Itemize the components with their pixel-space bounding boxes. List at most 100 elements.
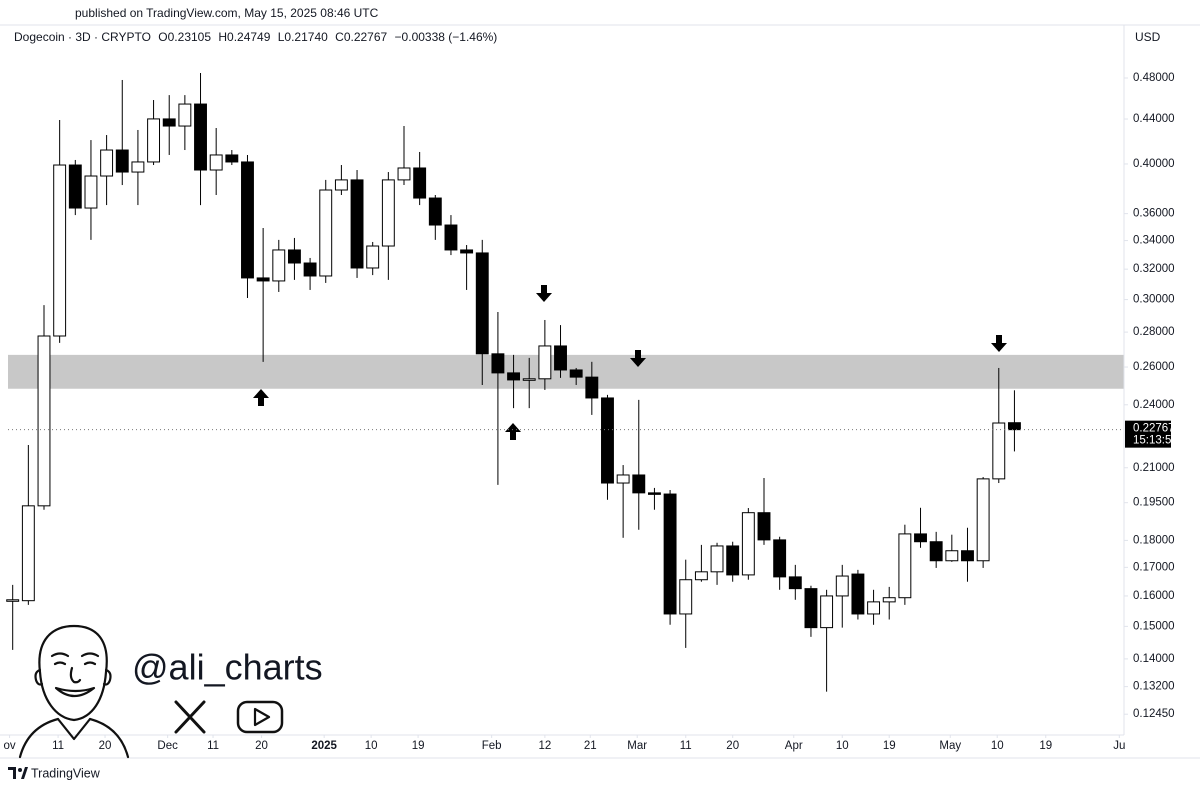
- x-tick-label: 20: [99, 740, 112, 752]
- arrow-up: [505, 423, 521, 440]
- candle-body: [115, 149, 129, 173]
- candle-body: [381, 179, 395, 247]
- watermark-face: [18, 624, 130, 759]
- candle-body: [209, 154, 223, 171]
- x-logo: [174, 700, 206, 734]
- ohlc-low: L0.21740: [278, 30, 328, 44]
- x-tick-label: Ju: [1113, 740, 1125, 752]
- symbol-line: Dogecoin · 3D · CRYPTO O0.23105 H0.24749…: [14, 30, 497, 44]
- candle-body: [898, 533, 912, 599]
- social-icons: [174, 700, 284, 734]
- youtube-logo: [236, 700, 284, 734]
- y-tick-label: 0.48000: [1133, 72, 1175, 84]
- candle-body: [663, 493, 677, 615]
- candle-body: [632, 474, 646, 494]
- candle-body: [428, 197, 442, 226]
- candle-body: [334, 179, 348, 191]
- candle-body: [538, 345, 552, 380]
- x-tick-label: 10: [991, 740, 1004, 752]
- x-tick-label: 12: [538, 740, 551, 752]
- candle-body: [37, 335, 51, 507]
- candle-body: [820, 595, 834, 629]
- candle-body: [444, 224, 458, 251]
- x-tick-label: 2025: [311, 740, 337, 752]
- candle-body: [522, 378, 536, 381]
- candle-body: [694, 571, 708, 581]
- candle-body: [757, 512, 771, 541]
- candle-body: [851, 573, 865, 615]
- candle-body: [84, 175, 98, 209]
- candle-body: [554, 345, 567, 371]
- candle-body: [1007, 422, 1021, 431]
- candle-body: [679, 579, 693, 615]
- x-tick-label: 21: [584, 740, 597, 752]
- candle-body: [178, 103, 192, 127]
- candle-body: [992, 422, 1006, 480]
- candle-body: [303, 262, 317, 277]
- candle-body: [21, 505, 35, 602]
- candle-body: [788, 576, 802, 590]
- y-tick-label: 0.44000: [1133, 113, 1175, 125]
- candle-body: [507, 372, 521, 381]
- x-tick-label: 19: [1039, 740, 1052, 752]
- x-tick-label: 11: [207, 740, 219, 752]
- brand-logo: [8, 767, 28, 779]
- candle-body: [460, 249, 474, 254]
- candle-body: [585, 376, 599, 399]
- arrow-up: [253, 389, 269, 406]
- arrow-down: [536, 285, 552, 302]
- x-tick-label: Feb: [482, 740, 502, 752]
- candle-body: [491, 353, 505, 374]
- candle-body: [319, 189, 333, 277]
- last-price-tag: [1125, 420, 1171, 448]
- y-tick-label: 0.12450: [1133, 708, 1175, 720]
- y-tick-label: 0.24000: [1133, 399, 1175, 411]
- arrow-down: [991, 335, 1007, 352]
- y-tick-label: 0.17000: [1133, 561, 1175, 573]
- y-tick-label: 0.21000: [1133, 462, 1175, 474]
- y-tick-label: 0.16000: [1133, 590, 1175, 602]
- y-tick-label: 0.18000: [1133, 534, 1175, 546]
- arrow-down: [630, 350, 646, 367]
- candle-body: [397, 167, 411, 181]
- candle-body: [726, 545, 740, 576]
- candle-body: [914, 533, 927, 543]
- candle-body: [929, 541, 943, 562]
- annotation-arrows: [253, 285, 1007, 440]
- brand-logo-mark: [21, 767, 28, 779]
- candle-body: [710, 545, 724, 573]
- y-tick-label: 0.26000: [1133, 361, 1175, 373]
- y-tick-label: 0.19500: [1133, 497, 1175, 509]
- x-tick-label: 11: [680, 740, 692, 752]
- candle-body: [882, 597, 896, 603]
- y-tick-label: 0.15000: [1133, 620, 1175, 632]
- y-tick-label: 0.36000: [1133, 208, 1175, 220]
- symbol-title: Dogecoin · 3D · CRYPTO: [14, 30, 151, 44]
- candle-body: [162, 118, 176, 127]
- bar-countdown: 15:13:57: [1133, 435, 1178, 447]
- candle-body: [616, 474, 630, 484]
- currency-label: USD: [1135, 30, 1161, 44]
- ohlc-high: H0.24749: [218, 30, 270, 44]
- candle-body: [945, 550, 959, 562]
- candle-body: [741, 512, 755, 576]
- watermark-handle: @ali_charts: [132, 647, 323, 688]
- x-tick-label: 19: [883, 740, 896, 752]
- candle-body: [100, 149, 114, 177]
- y-tick-label: 0.13200: [1133, 681, 1175, 693]
- candle-body: [241, 161, 254, 279]
- candle-body: [68, 164, 82, 209]
- candle-body: [272, 249, 286, 282]
- candle-body: [804, 588, 818, 629]
- candle-body: [569, 369, 583, 378]
- y-tick-label: 0.34000: [1133, 235, 1175, 247]
- y-tick-label: 0.30000: [1133, 294, 1175, 306]
- candle-body: [147, 118, 161, 163]
- published-note: published on TradingView.com, May 15, 20…: [75, 6, 379, 20]
- candle-body: [53, 164, 67, 337]
- x-tick-label: ov: [3, 740, 15, 752]
- x-tick-label: May: [939, 740, 961, 752]
- candle-body: [350, 179, 364, 269]
